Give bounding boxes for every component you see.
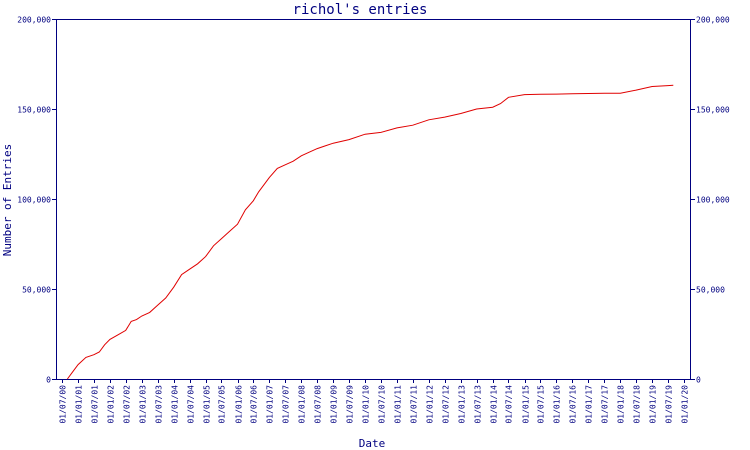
y-tick-label-left: 200,000 xyxy=(17,16,51,25)
x-tick-label: 01/07/10 xyxy=(378,385,387,424)
x-tick-label: 01/07/15 xyxy=(537,385,546,424)
x-tick-label: 01/01/20 xyxy=(681,385,690,424)
series-line xyxy=(66,84,674,380)
x-tick-label: 01/07/00 xyxy=(59,385,68,424)
y-axis-right: 0 50,000 100,000 150,000 200,000 xyxy=(691,16,730,385)
y-tick-label-right: 150,000 xyxy=(696,106,730,115)
x-tick-label: 01/01/06 xyxy=(235,385,244,424)
x-tick-label: 01/01/05 xyxy=(203,385,212,424)
y-tick-label-left: 100,000 xyxy=(17,196,51,205)
x-tick-label: 01/07/04 xyxy=(187,385,196,424)
x-tick-label: 01/07/05 xyxy=(218,385,227,424)
series-layer xyxy=(66,84,674,380)
x-tick-label: 01/07/07 xyxy=(282,385,291,424)
y-tick-label-right: 0 xyxy=(696,376,701,385)
x-tick-label: 01/01/18 xyxy=(617,385,626,424)
x-tick-label: 01/07/18 xyxy=(633,385,642,424)
y-tick-label-right: 200,000 xyxy=(696,16,730,25)
y-tick-label-left: 0 xyxy=(46,376,51,385)
y-tick-label-right: 100,000 xyxy=(696,196,730,205)
x-tick-label: 01/01/03 xyxy=(139,385,148,424)
chart-title: richol's entries xyxy=(293,2,428,18)
x-tick-label: 01/01/10 xyxy=(362,385,371,424)
x-tick-label: 01/01/15 xyxy=(522,385,531,424)
y-axis-left: 0 50,000 100,000 150,000 200,000 xyxy=(17,16,56,385)
x-tick-label: 01/07/16 xyxy=(569,385,578,424)
y-tick-label-left: 50,000 xyxy=(22,286,51,295)
x-tick-label: 01/07/02 xyxy=(123,385,132,424)
x-tick-label: 01/01/11 xyxy=(394,385,403,424)
x-tick-label: 01/01/07 xyxy=(266,385,275,424)
plot-frame xyxy=(56,19,691,380)
x-tick-label: 01/01/02 xyxy=(107,385,116,424)
x-tick-label: 01/07/19 xyxy=(665,385,674,424)
x-tick-label: 01/01/12 xyxy=(426,385,435,424)
y-axis-label: Number of Entries xyxy=(1,144,14,257)
x-tick-label: 01/07/06 xyxy=(250,385,259,424)
x-tick-label: 01/07/17 xyxy=(601,385,610,424)
x-tick-label: 01/07/08 xyxy=(314,385,323,424)
x-tick-label: 01/01/13 xyxy=(458,385,467,424)
x-tick-label: 01/07/11 xyxy=(410,385,419,424)
x-axis-label: Date xyxy=(359,437,386,450)
x-tick-label: 01/07/09 xyxy=(346,385,355,424)
y-tick-label-left: 150,000 xyxy=(17,106,51,115)
x-axis: 01/07/00 01/01/01 01/07/01 01/01/02 01/07/02… xyxy=(59,379,690,424)
x-tick-label: 01/07/13 xyxy=(474,385,483,424)
x-tick-label: 01/01/14 xyxy=(490,385,499,424)
x-tick-label: 01/07/14 xyxy=(505,385,514,424)
x-tick-label: 01/01/17 xyxy=(585,385,594,424)
x-tick-label: 01/01/04 xyxy=(171,385,180,424)
x-tick-label: 01/01/16 xyxy=(553,385,562,424)
x-tick-label: 01/07/12 xyxy=(442,385,451,424)
x-tick-label: 01/01/19 xyxy=(649,385,658,424)
x-tick-label: 01/07/03 xyxy=(155,385,164,424)
x-tick-label: 01/07/01 xyxy=(91,385,100,424)
x-tick-label: 01/01/09 xyxy=(330,385,339,424)
x-tick-label: 01/01/01 xyxy=(75,385,84,424)
x-tick-label: 01/01/08 xyxy=(298,385,307,424)
y-tick-label-right: 50,000 xyxy=(696,286,725,295)
